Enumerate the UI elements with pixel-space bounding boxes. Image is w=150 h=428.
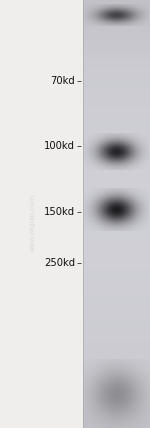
Text: www.ptglab.com: www.ptglab.com xyxy=(30,193,36,252)
Text: 150kd: 150kd xyxy=(44,207,75,217)
Text: 250kd: 250kd xyxy=(44,258,75,268)
Text: 100kd: 100kd xyxy=(44,140,75,151)
Text: 70kd: 70kd xyxy=(50,76,75,86)
